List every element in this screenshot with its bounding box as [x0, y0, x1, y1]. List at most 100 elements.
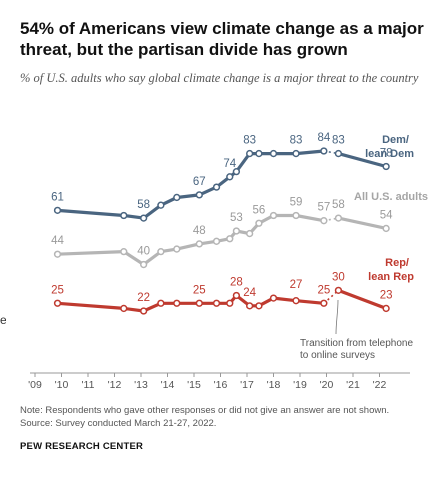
data-point	[246, 302, 254, 310]
data-point	[232, 167, 241, 176]
data-point	[246, 149, 254, 158]
x-tick-label: '11	[82, 379, 95, 391]
x-tick-label: '10	[55, 379, 69, 391]
data-label: 84	[317, 132, 330, 144]
x-tick-label: '19	[293, 379, 307, 391]
series-line-rep-online	[337, 288, 387, 310]
annotation-text-line1: Transition from telephone	[300, 338, 413, 349]
data-point	[195, 299, 203, 307]
data-point	[53, 250, 62, 258]
data-point	[120, 247, 128, 256]
x-tick-label: '13	[134, 379, 148, 391]
data-label: 23	[380, 289, 393, 301]
data-point	[232, 227, 241, 235]
data-point	[334, 286, 343, 295]
chart-title: 54% of Americans view climate change as …	[20, 19, 424, 59]
data-label: 53	[230, 212, 243, 224]
data-label: 83	[332, 135, 345, 147]
chart-note: Note: Respondents who gave other respons…	[20, 404, 435, 430]
data-label: 74	[223, 158, 236, 170]
x-tick-label: '15	[187, 379, 201, 391]
data-point	[195, 240, 203, 248]
x-tick-label: '12	[108, 379, 122, 391]
data-point	[173, 245, 181, 253]
data-point	[173, 299, 181, 307]
annotation-text-line2: to online surveys	[300, 350, 375, 361]
data-point	[140, 307, 148, 315]
data-label: 48	[193, 225, 206, 237]
x-tick-label: '09	[28, 379, 42, 391]
data-label: 24	[243, 287, 256, 299]
x-axis: '09 '10 '11 '12 '13 '14 '15 '16 '17 '18 '19 '20 '21 '…	[28, 372, 410, 391]
x-tick-label: '18	[267, 379, 281, 391]
data-point	[255, 219, 263, 227]
data-point	[232, 291, 241, 300]
data-label: 25	[193, 284, 206, 296]
data-point	[226, 173, 234, 181]
series-line-rep-phone	[57, 293, 325, 313]
data-label: 27	[290, 279, 303, 291]
data-point	[53, 206, 62, 215]
data-point	[382, 224, 390, 233]
data-point	[334, 149, 343, 158]
data-point	[320, 147, 328, 155]
data-label: 25	[51, 284, 64, 296]
transition-annotation: Transition from telephone to online surv…	[300, 299, 413, 361]
data-point	[212, 183, 221, 191]
legend-all: All U.S. adults	[354, 191, 428, 203]
data-point	[120, 304, 128, 313]
x-tick-label: '20	[320, 379, 334, 391]
data-label: 67	[193, 176, 206, 188]
data-point	[195, 191, 203, 199]
data-point	[53, 299, 62, 307]
x-tick-label: '21	[346, 379, 360, 391]
data-label: 78	[380, 147, 393, 159]
data-point	[334, 214, 343, 222]
data-label: 83	[243, 135, 256, 147]
legend-rep-line2: lean Rep	[368, 271, 414, 283]
x-tick-label: '14	[161, 379, 175, 391]
data-point	[269, 149, 278, 158]
data-label: 30	[332, 271, 345, 283]
data-point	[320, 217, 328, 225]
data-point	[226, 235, 234, 243]
data-point	[140, 214, 148, 222]
data-point	[173, 193, 181, 202]
x-tick-label: '16	[214, 379, 228, 391]
data-point	[226, 299, 234, 307]
line-chart: '09 '10 '11 '12 '13 '14 '15 '16 '17 '18 '19 '20 '21 '…	[28, 132, 428, 391]
data-label: 40	[137, 246, 150, 258]
legend-rep-line1: Rep/	[385, 257, 409, 269]
data-point	[255, 302, 263, 310]
data-label: 58	[137, 199, 150, 211]
data-point	[255, 149, 263, 158]
series-labels: Dem/ lean Dem All U.S. adults Rep/ lean …	[354, 134, 428, 283]
data-label: 54	[380, 209, 393, 221]
data-label: 56	[253, 204, 266, 216]
source-text: Source: Survey conducted March 21-27, 20…	[20, 418, 217, 429]
x-tick-label: '17	[240, 379, 254, 391]
data-label: 57	[317, 202, 330, 214]
data-point	[157, 299, 165, 307]
note-text: Note: Respondents who gave other respons…	[20, 405, 390, 416]
data-point	[292, 297, 300, 305]
annotation-leader-line	[335, 299, 339, 335]
data-point	[120, 211, 128, 220]
data-point	[320, 299, 328, 307]
data-point	[382, 304, 390, 313]
stray-edge-text: e	[0, 313, 6, 327]
data-point	[292, 149, 300, 158]
data-point	[246, 229, 254, 238]
legend-dem-line2: lean Dem	[365, 148, 414, 160]
series-line-all-online	[338, 216, 387, 230]
series-line-dem-online	[337, 152, 387, 169]
data-point	[292, 211, 300, 220]
data-label: 83	[290, 135, 303, 147]
series-line-dem-phone	[57, 149, 325, 220]
data-point	[382, 162, 390, 171]
data-point	[212, 237, 221, 245]
data-label: 22	[137, 292, 150, 304]
data-point	[269, 294, 278, 302]
data-label: 58	[332, 199, 345, 211]
